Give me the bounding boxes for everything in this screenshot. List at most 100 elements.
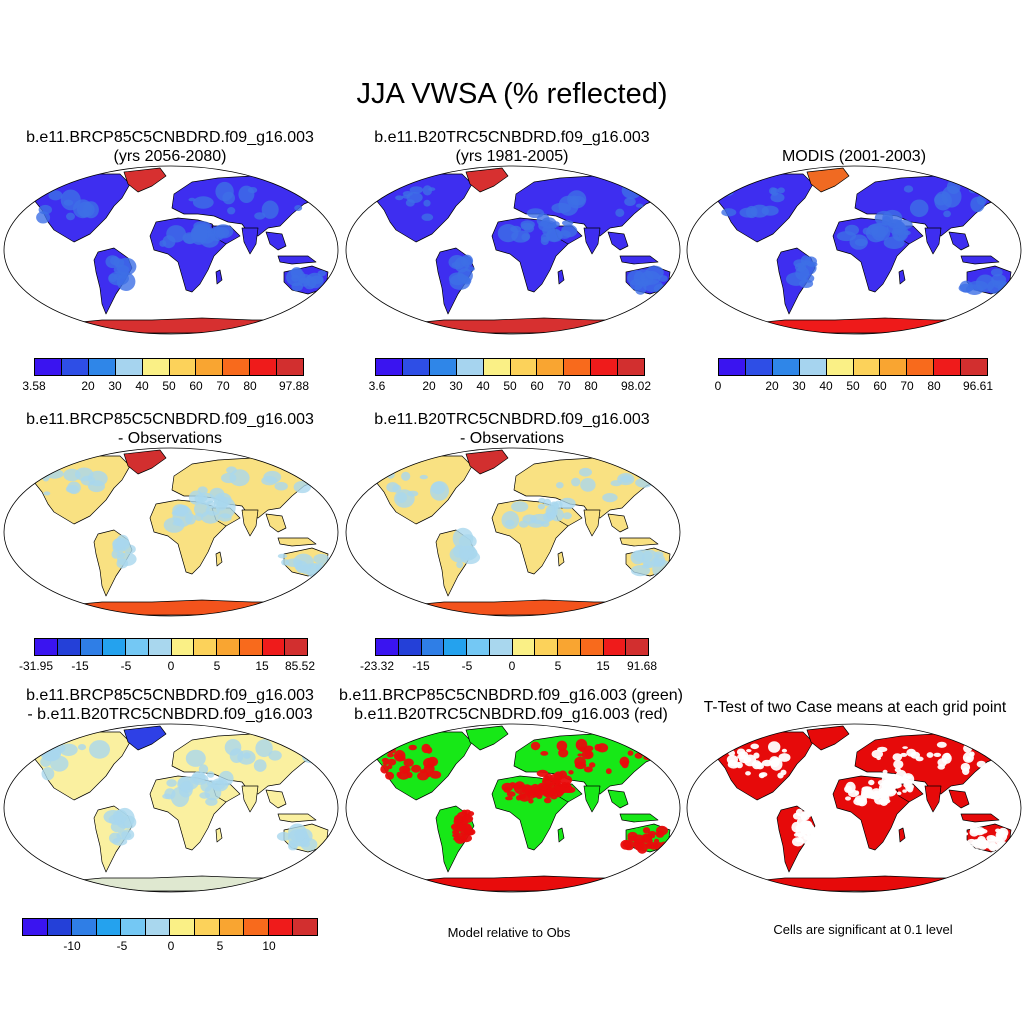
data-patch (558, 785, 567, 793)
data-patch (392, 484, 402, 493)
colorbar-2-label: 50 (503, 379, 517, 393)
colorbar-1-label: 50 (162, 379, 176, 393)
data-patch (428, 187, 436, 192)
data-patch (581, 750, 594, 760)
colorbar-2-label: 70 (557, 379, 571, 393)
data-patch (294, 205, 303, 211)
data-patch (261, 200, 279, 219)
colorbar-segment (398, 639, 422, 655)
data-patch (624, 197, 636, 206)
data-patch (253, 759, 267, 772)
data-patch (793, 812, 802, 820)
data-patch (640, 270, 661, 285)
data-patch (41, 767, 55, 781)
data-patch (255, 739, 273, 758)
data-patch (462, 824, 472, 834)
colorbar-segment (880, 359, 908, 375)
data-patch (871, 749, 883, 759)
data-patch (750, 743, 759, 750)
landmass-india (583, 227, 601, 255)
data-patch (281, 559, 290, 566)
data-patch (403, 758, 414, 767)
data-patch (456, 561, 464, 569)
landmass-north-america (365, 173, 473, 243)
data-patch (556, 740, 568, 752)
colorbar-3 (718, 358, 988, 376)
colorbar-segment (456, 359, 484, 375)
colorbar-segment (103, 639, 126, 655)
landmass-greenland (465, 167, 509, 193)
data-patch (116, 534, 129, 548)
data-patch (558, 748, 569, 758)
data-patch (994, 841, 1006, 853)
colorbar-segment (262, 639, 286, 655)
data-patch (990, 268, 1003, 277)
data-patch (872, 795, 880, 800)
colorbar-segment (564, 359, 592, 375)
colorbar-segment (244, 919, 269, 935)
data-patch (423, 199, 431, 207)
colorbar-1-label: 20 (81, 379, 95, 393)
data-patch (895, 219, 913, 230)
data-patch (88, 480, 105, 493)
data-patch (800, 255, 811, 266)
data-patch (768, 741, 781, 753)
data-patch (543, 797, 552, 804)
data-patch (647, 744, 656, 751)
data-patch (943, 210, 951, 218)
data-patch (550, 508, 564, 522)
data-patch (520, 220, 535, 229)
data-patch (634, 752, 643, 759)
colorbar-3-label: 70 (900, 379, 914, 393)
map-frame (3, 165, 339, 335)
panel-title-1-line2: (yrs 2056-2080) (113, 148, 227, 165)
landmass-indonesia (277, 255, 317, 265)
data-patch (116, 558, 129, 569)
data-patch (503, 786, 511, 793)
data-patch (300, 838, 318, 851)
colorbar-segment (223, 359, 251, 375)
colorbar-4-label: -15 (71, 659, 89, 673)
colorbar-segment (277, 359, 304, 375)
data-patch (991, 274, 1007, 286)
data-patch (584, 745, 594, 752)
data-patch (902, 789, 907, 793)
colorbar-segment (618, 359, 645, 375)
colorbar-2 (375, 358, 645, 376)
data-patch (421, 213, 434, 221)
map-frame (686, 165, 1022, 335)
data-patch (988, 842, 998, 852)
data-patch (194, 492, 215, 505)
data-patch (780, 769, 787, 776)
colorbar-1-label: 30 (108, 379, 122, 393)
data-patch (883, 236, 905, 249)
data-patch (579, 467, 592, 477)
colorbar-segment (376, 359, 403, 375)
data-patch (288, 823, 307, 842)
colorbar-segment (626, 639, 648, 655)
colorbar-segment (239, 639, 263, 655)
data-patch (977, 828, 988, 834)
colorbar-segment (376, 639, 399, 655)
colorbar-6-label: -5 (116, 939, 128, 953)
data-patch (896, 791, 902, 796)
colorbar-segment (142, 359, 170, 375)
colorbar-segment (57, 639, 81, 655)
data-patch (407, 771, 413, 779)
landmass-greenland (123, 725, 167, 751)
data-patch (910, 751, 920, 759)
data-patch (276, 831, 291, 841)
data-patch (166, 225, 187, 243)
data-patch (103, 810, 123, 824)
colorbar-6-label: 10 (262, 939, 276, 953)
data-patch (198, 764, 209, 775)
panel-title-8-line1: T-Test of two Case means at each grid po… (703, 699, 1007, 716)
data-patch (313, 553, 330, 564)
data-patch (453, 836, 460, 841)
data-patch (574, 756, 586, 767)
landmass-indonesia (619, 255, 659, 265)
data-patch (419, 474, 428, 480)
data-patch (545, 229, 563, 243)
data-patch (634, 742, 643, 748)
colorbar-6-label: 5 (216, 939, 224, 953)
